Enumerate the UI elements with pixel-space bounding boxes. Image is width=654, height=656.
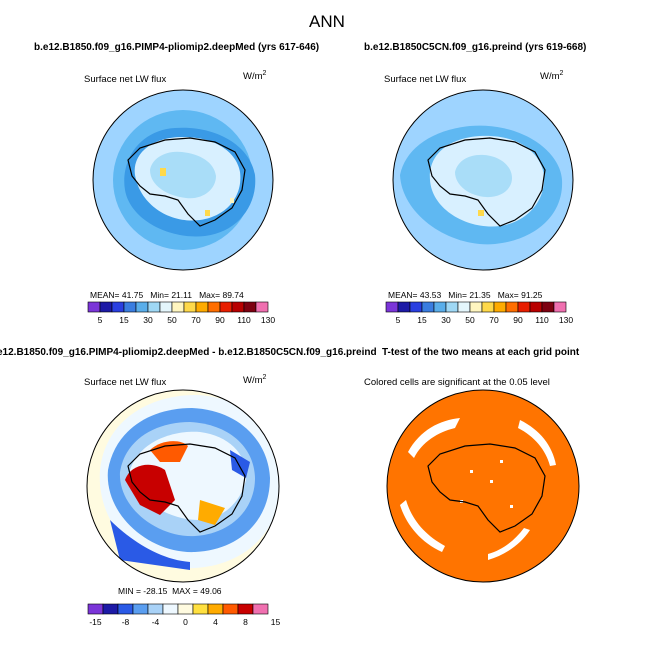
panel2-colorbar-swatch-1 xyxy=(397,301,411,313)
panel1-colorbar-tick-label: 130 xyxy=(261,315,275,325)
panel3-colorbar-swatch-0 xyxy=(87,603,104,615)
panel3-colorbar-swatch-8 xyxy=(207,603,224,615)
panel2-colorbar-swatch-2 xyxy=(409,301,423,313)
panel1-colorbar-swatch-1 xyxy=(99,301,113,313)
panel1-colorbar-swatch-14 xyxy=(255,301,269,313)
panel2-colorbar-tick-label: 50 xyxy=(465,315,475,325)
panel2-colorbar-swatch-6 xyxy=(457,301,471,313)
panel2-colorbar-swatch-11 xyxy=(517,301,531,313)
panel2-map xyxy=(393,90,573,270)
panel2-colorbar-swatch-0 xyxy=(385,301,399,313)
panel2-colorbar-swatch-7 xyxy=(469,301,483,313)
panel1-colorbar-tick-label: 50 xyxy=(167,315,177,325)
panel3-colorbar-swatch-3 xyxy=(132,603,149,615)
panel1-colorbar-swatch-12 xyxy=(231,301,245,313)
panel3-colorbar-swatch-10 xyxy=(237,603,254,615)
panel1-colorbar-swatch-4 xyxy=(135,301,149,313)
panel2-colorbar-swatch-10 xyxy=(505,301,519,313)
panel1-stats: MEAN= 41.75 Min= 21.11 Max= 89.74 xyxy=(90,290,244,300)
panel2-colorbar-swatch-3 xyxy=(421,301,435,313)
panel2-variable: Surface net LW flux xyxy=(384,74,467,85)
panel3-coastline xyxy=(127,443,246,533)
panel3-colorbar-tick-label: 8 xyxy=(243,617,248,627)
panel2-colorbar-tick-label: 110 xyxy=(535,315,549,325)
panel3-map xyxy=(87,390,279,582)
panel2-colorbar-swatch-13 xyxy=(541,301,555,313)
panel1-colorbar-tick-label: 90 xyxy=(215,315,225,325)
panel3-variable: Surface net LW flux xyxy=(84,377,167,388)
panel1-colorbar-swatch-2 xyxy=(111,301,125,313)
panel2-coastline xyxy=(427,137,546,227)
panel3-colorbar-tick-label: 0 xyxy=(183,617,188,627)
panel2-stats: MEAN= 43.53 Min= 21.35 Max= 91.25 xyxy=(388,290,543,300)
panel3-stats: MIN = -28.15 MAX = 49.06 xyxy=(118,586,222,596)
panel1-colorbar-swatch-11 xyxy=(219,301,233,313)
panel2-units: W/m2 xyxy=(540,70,564,83)
panel1-colorbar-swatch-9 xyxy=(195,301,209,313)
panel1-coastline xyxy=(127,137,246,227)
panel2-colorbar-swatch-4 xyxy=(433,301,447,313)
panel1-colorbar-tick-label: 70 xyxy=(191,315,201,325)
page-title: ANN xyxy=(309,12,345,31)
panel2-colorbar-swatch-12 xyxy=(529,301,543,313)
panel3-colorbar-tick-label: -4 xyxy=(152,617,160,627)
panel4-coastline xyxy=(427,443,546,533)
panel4-title: T-test of the two means at each grid poi… xyxy=(382,347,580,358)
panel4-map xyxy=(387,390,579,582)
panel3-colorbar-swatch-7 xyxy=(192,603,209,615)
panel1-colorbar-tick-label: 15 xyxy=(119,315,129,325)
panel2-colorbar-tick-label: 90 xyxy=(513,315,523,325)
panel4-note: Colored cells are significant at the 0.0… xyxy=(364,377,550,388)
panel1-colorbar-tick-label: 5 xyxy=(98,315,103,325)
panel2-colorbar-tick-label: 15 xyxy=(417,315,427,325)
panel3-colorbar-swatch-5 xyxy=(162,603,179,615)
panel1-colorbar-swatch-6 xyxy=(159,301,173,313)
panel2-colorbar-tick-label: 5 xyxy=(396,315,401,325)
panel3-colorbar-swatch-6 xyxy=(177,603,194,615)
panel1-colorbar-swatch-3 xyxy=(123,301,137,313)
panel3-colorbar-swatch-9 xyxy=(222,603,239,615)
panel2-colorbar-swatch-8 xyxy=(481,301,495,313)
panel3-colorbar-swatch-11 xyxy=(252,603,269,615)
panel3-colorbar-swatch-4 xyxy=(147,603,164,615)
panel2-colorbar-swatch-14 xyxy=(553,301,567,313)
panel2-title: b.e12.B1850C5CN.f09_g16.preind (yrs 619-… xyxy=(364,42,587,53)
panel1-map xyxy=(93,90,273,270)
panel1-colorbar-swatch-5 xyxy=(147,301,161,313)
panel1-colorbar-swatch-10 xyxy=(207,301,221,313)
panel2-colorbar-tick-label: 70 xyxy=(489,315,499,325)
panel3-units: W/m2 xyxy=(243,374,267,387)
panel1-colorbar-swatch-13 xyxy=(243,301,257,313)
panel3-colorbar-tick-label: 15 xyxy=(271,617,281,627)
panel3-title: e12.B1850.f09_g16.PIMP4-pliomip2.deepMed… xyxy=(0,347,377,358)
panel2-colorbar-swatch-9 xyxy=(493,301,507,313)
panel1-colorbar-swatch-7 xyxy=(171,301,185,313)
panel2-colorbar-tick-label: 130 xyxy=(559,315,573,325)
panel3-colorbar: -15 -8 -4 0 4 8 15 xyxy=(87,603,281,627)
panel2-colorbar: 5 15 30 50 70 90 110 130 xyxy=(385,301,573,325)
panel1-title: b.e12.B1850.f09_g16.PIMP4-pliomip2.deepM… xyxy=(34,42,320,53)
panel3-colorbar-tick-label: -15 xyxy=(89,617,102,627)
panel3-colorbar-tick-label: -8 xyxy=(122,617,130,627)
panel1-colorbar-tick-label: 30 xyxy=(143,315,153,325)
panel2-colorbar-swatch-5 xyxy=(445,301,459,313)
panel1-colorbar-tick-label: 110 xyxy=(237,315,251,325)
panel1-variable: Surface net LW flux xyxy=(84,74,167,85)
panel1-colorbar: 5 15 30 50 70 90 110 130 xyxy=(87,301,275,325)
panel3-colorbar-tick-label: 4 xyxy=(213,617,218,627)
panel1-colorbar-swatch-8 xyxy=(183,301,197,313)
panel3-colorbar-swatch-1 xyxy=(102,603,119,615)
panel2-colorbar-tick-label: 30 xyxy=(441,315,451,325)
panel1-colorbar-swatch-0 xyxy=(87,301,101,313)
panel1-units: W/m2 xyxy=(243,70,267,83)
panel3-colorbar-swatch-2 xyxy=(117,603,134,615)
